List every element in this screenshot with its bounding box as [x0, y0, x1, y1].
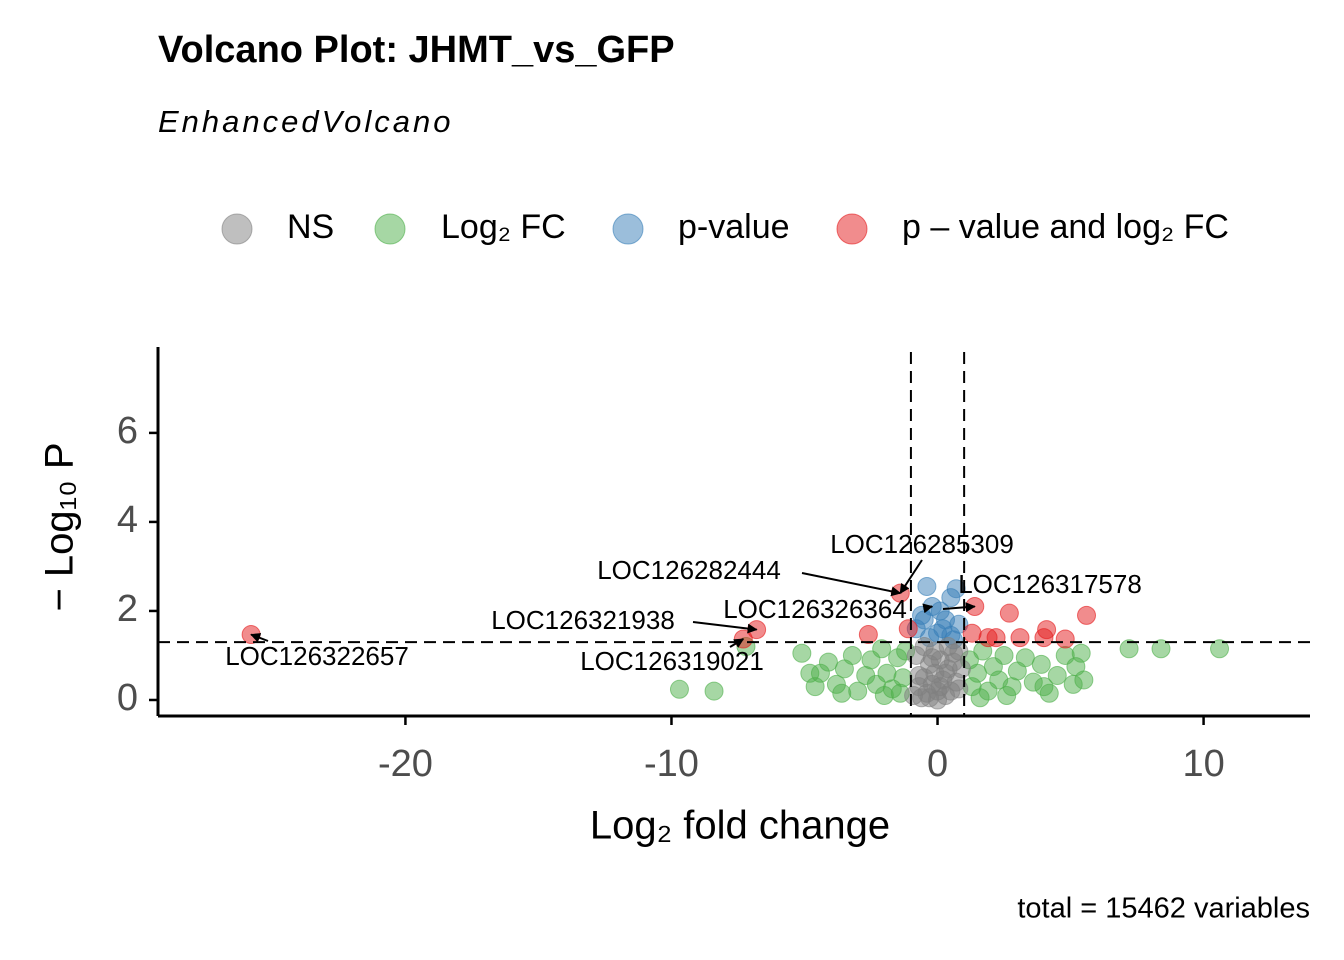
legend-swatch	[374, 213, 406, 245]
point	[818, 652, 838, 672]
point	[914, 610, 934, 630]
point	[874, 686, 894, 706]
point	[704, 681, 724, 701]
point	[1119, 639, 1139, 659]
point	[872, 639, 892, 659]
annotation-arrow	[922, 603, 934, 614]
legend-swatch	[221, 213, 253, 245]
point	[669, 679, 689, 699]
x-tick-label: -10	[644, 743, 699, 785]
point	[898, 619, 918, 639]
annotation-label: LOC126319021	[580, 646, 764, 676]
annotation-arrow	[801, 572, 902, 597]
x-axis-label: Log₂ fold change	[590, 804, 890, 848]
y-tick-label: 0	[117, 677, 138, 719]
annotation-label: LOC126285309	[830, 529, 1014, 559]
x-tick-label: 0	[927, 743, 948, 785]
annotation-label: LOC126317578	[958, 569, 1142, 599]
point	[941, 588, 961, 608]
point	[986, 628, 1006, 648]
point	[1055, 629, 1075, 649]
point	[858, 625, 878, 645]
annotation-arrow	[942, 602, 976, 613]
point	[970, 688, 990, 708]
annotation-arrow	[729, 638, 745, 648]
annotation-arrow	[692, 621, 758, 634]
point	[832, 683, 852, 703]
point	[1047, 665, 1067, 685]
point	[962, 623, 982, 643]
point	[1077, 605, 1097, 625]
chart-subtitle: EnhancedVolcano	[158, 104, 454, 139]
point	[938, 659, 958, 679]
point	[1034, 677, 1054, 697]
point	[1034, 628, 1054, 648]
x-tick-label: 10	[1182, 743, 1224, 785]
point	[842, 645, 862, 665]
point	[1151, 639, 1171, 659]
legend-label: NS	[287, 208, 334, 246]
point	[933, 619, 953, 639]
annotation-arrow	[250, 633, 269, 643]
point	[997, 686, 1017, 706]
point	[893, 668, 913, 688]
y-tick-label: 4	[117, 499, 138, 541]
point	[994, 645, 1014, 665]
annotation-arrow	[899, 559, 923, 594]
legend-label: Log₂ FC	[441, 208, 566, 246]
x-tick-label: -20	[378, 743, 433, 785]
legend-swatch	[612, 213, 644, 245]
point	[917, 576, 937, 596]
annotation-label: LOC126326364	[723, 594, 907, 624]
point	[800, 663, 820, 683]
point	[1010, 628, 1030, 648]
point	[922, 648, 942, 668]
annotation-label: LOC126282444	[597, 555, 781, 585]
legend-label: p-value	[678, 208, 790, 246]
point	[928, 681, 948, 701]
caption: total = 15462 variables	[1017, 893, 1310, 925]
point	[1015, 648, 1035, 668]
point	[967, 663, 987, 683]
legend-label: p – value and log₂ FC	[902, 208, 1229, 246]
y-tick-label: 2	[117, 588, 138, 630]
y-tick-label: 6	[117, 410, 138, 452]
point	[1031, 654, 1051, 674]
point	[1210, 639, 1230, 659]
point	[1066, 657, 1086, 677]
chart-title: Volcano Plot: JHMT_vs_GFP	[158, 29, 675, 71]
point	[909, 665, 929, 685]
legend-swatch	[836, 213, 868, 245]
y-axis-label: − Log₁₀ P	[38, 442, 82, 611]
point	[792, 643, 812, 663]
annotation-label: LOC126322657	[225, 641, 409, 671]
annotation-label: LOC126321938	[491, 605, 675, 635]
point	[999, 603, 1019, 623]
